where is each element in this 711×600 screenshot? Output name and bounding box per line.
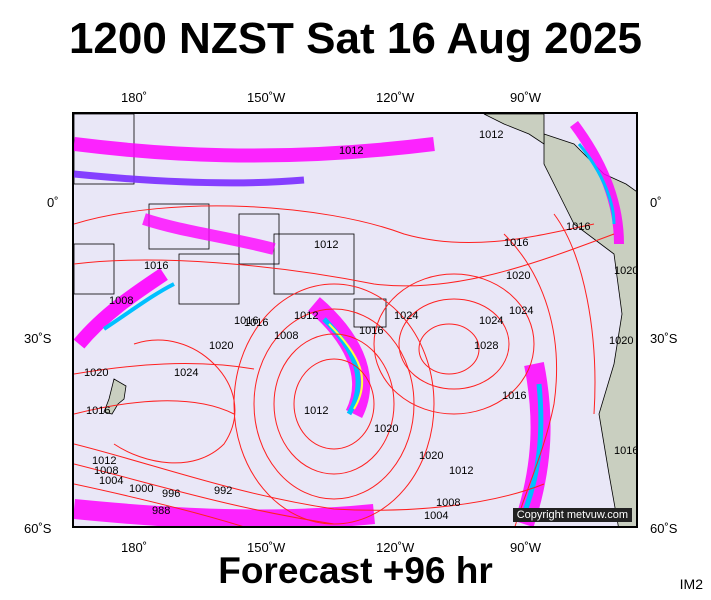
lon-label-bottom-120w: 120˚W xyxy=(376,540,415,555)
lat-label-right-60s: 60˚S xyxy=(650,521,678,536)
isobar-label: 1024 xyxy=(394,310,418,322)
isobar-label: 1024 xyxy=(479,315,503,327)
lat-label-left-30s: 30˚S xyxy=(24,331,52,346)
isobar-label: 1020 xyxy=(84,367,108,379)
central-america-land xyxy=(483,114,545,145)
forecast-label: Forecast +96 hr xyxy=(218,550,493,591)
copyright-label: Copyright metvuw.com xyxy=(512,508,632,522)
isobar-label: 1024 xyxy=(509,305,533,317)
isobar-label: 1016 xyxy=(504,237,528,249)
isobar-label: 1020 xyxy=(609,335,633,347)
isobar-label: 1016 xyxy=(614,445,638,457)
isobars xyxy=(74,205,615,526)
new-zealand-land xyxy=(103,378,127,415)
isobar-label: 1020 xyxy=(506,270,530,282)
isobar-label: 1012 xyxy=(304,405,328,417)
isobar-label: 1008 xyxy=(436,497,460,509)
lon-label-bottom-180: 180˚ xyxy=(121,540,148,555)
isobar-label: 1016 xyxy=(359,325,383,337)
south-america-land xyxy=(543,133,636,526)
isobar-label: 1020 xyxy=(419,450,443,462)
image-id: IM2 xyxy=(679,576,703,592)
isobar-label: 1004 xyxy=(424,510,448,522)
lon-label-bottom-150w: 150˚W xyxy=(247,540,286,555)
isobar-label: 996 xyxy=(162,488,180,500)
lon-label-top-150w: 150˚W xyxy=(247,90,286,105)
isobar-label: 1020 xyxy=(209,340,233,352)
lon-label-top-180: 180˚ xyxy=(121,90,148,105)
isobar-label: 1016 xyxy=(244,317,268,329)
isobar-label: 1004 xyxy=(99,475,123,487)
isobar-label: 1012 xyxy=(449,465,473,477)
lon-label-top-120w: 120˚W xyxy=(376,90,415,105)
isobar-label: 1012 xyxy=(314,239,338,251)
isobar-label: 1024 xyxy=(174,367,198,379)
isobar-label: 1012 xyxy=(92,455,116,467)
lon-label-top-90w: 90˚W xyxy=(510,90,542,105)
isobar-label: 1020 xyxy=(614,265,638,277)
isobar-label: 1016 xyxy=(86,405,110,417)
isobar-label: 1012 xyxy=(294,310,318,322)
lat-label-left-0: 0˚ xyxy=(47,195,59,210)
map-canvas: 1012 1012 1012 1016 1020 1024 1028 1024 … xyxy=(74,114,638,526)
isobar-label: 1016 xyxy=(566,221,590,233)
isobar-label: 1028 xyxy=(474,340,498,352)
lat-label-left-60s: 60˚S xyxy=(24,521,52,536)
lat-label-right-0: 0˚ xyxy=(650,195,662,210)
isobar-label: 1008 xyxy=(109,295,133,307)
isobar-label: 1012 xyxy=(339,145,363,157)
isobar-label: 988 xyxy=(152,505,170,517)
isobar-label: 1016 xyxy=(144,260,168,272)
rain-bands xyxy=(74,121,624,526)
isobar-label: 1016 xyxy=(502,390,526,402)
isobar-label: 1020 xyxy=(374,423,398,435)
isobar-label: 992 xyxy=(214,485,232,497)
isobar-label: 1008 xyxy=(274,330,298,342)
isobar-labels: 1012 1012 1012 1016 1020 1024 1028 1024 … xyxy=(84,129,638,522)
weather-map: 1012 1012 1012 1016 1020 1024 1028 1024 … xyxy=(72,112,638,528)
isobar-label: 1016 xyxy=(234,315,258,327)
isobar-label: 1012 xyxy=(479,129,503,141)
isobar-label: 1000 xyxy=(129,483,153,495)
isobar-label: 1008 xyxy=(94,465,118,477)
lon-label-bottom-90w: 90˚W xyxy=(510,540,542,555)
lat-label-right-30s: 30˚S xyxy=(650,331,678,346)
map-title: 1200 NZST Sat 16 Aug 2025 xyxy=(68,14,643,63)
